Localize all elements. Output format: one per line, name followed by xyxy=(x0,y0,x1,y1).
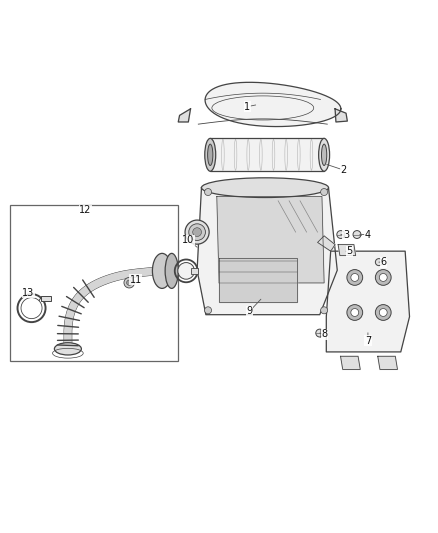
Ellipse shape xyxy=(318,139,330,171)
Polygon shape xyxy=(318,236,335,251)
Circle shape xyxy=(375,259,382,265)
Text: 7: 7 xyxy=(365,336,371,346)
Text: 3: 3 xyxy=(343,230,349,240)
Text: 6: 6 xyxy=(380,257,386,267)
Circle shape xyxy=(351,273,359,281)
Circle shape xyxy=(375,270,391,285)
Polygon shape xyxy=(205,82,341,126)
Ellipse shape xyxy=(185,220,209,244)
Ellipse shape xyxy=(178,263,194,279)
Bar xyxy=(41,296,51,301)
Polygon shape xyxy=(197,188,337,314)
Text: 11: 11 xyxy=(130,274,142,285)
Circle shape xyxy=(353,231,361,238)
Text: 8: 8 xyxy=(321,329,327,340)
Polygon shape xyxy=(378,356,398,369)
Circle shape xyxy=(347,304,363,320)
Ellipse shape xyxy=(193,228,201,237)
Bar xyxy=(191,268,198,273)
Circle shape xyxy=(124,278,134,288)
Text: 4: 4 xyxy=(365,230,371,240)
Bar xyxy=(210,139,324,171)
Polygon shape xyxy=(335,109,347,122)
Circle shape xyxy=(205,189,212,196)
Ellipse shape xyxy=(152,253,172,288)
Circle shape xyxy=(351,309,359,317)
Text: 9: 9 xyxy=(247,306,253,316)
Polygon shape xyxy=(326,251,410,352)
Circle shape xyxy=(205,307,212,314)
Circle shape xyxy=(337,231,345,238)
Polygon shape xyxy=(338,245,356,255)
Circle shape xyxy=(375,304,391,320)
Ellipse shape xyxy=(205,139,215,171)
Ellipse shape xyxy=(189,224,205,240)
Ellipse shape xyxy=(54,343,81,355)
Polygon shape xyxy=(219,257,297,302)
Polygon shape xyxy=(340,356,360,369)
Circle shape xyxy=(379,309,387,317)
Ellipse shape xyxy=(165,253,178,288)
Text: 12: 12 xyxy=(79,205,92,215)
Circle shape xyxy=(347,270,363,285)
Bar xyxy=(10,205,178,361)
Circle shape xyxy=(127,280,132,285)
Polygon shape xyxy=(217,197,324,283)
Circle shape xyxy=(379,273,387,281)
Circle shape xyxy=(316,329,324,337)
Ellipse shape xyxy=(321,144,327,165)
Circle shape xyxy=(321,189,328,196)
Text: 10: 10 xyxy=(182,235,194,245)
Ellipse shape xyxy=(208,144,213,165)
Text: 13: 13 xyxy=(22,288,35,298)
Polygon shape xyxy=(178,109,191,122)
Text: 2: 2 xyxy=(341,165,347,175)
Circle shape xyxy=(321,307,328,314)
Text: 1: 1 xyxy=(244,102,251,111)
Text: 5: 5 xyxy=(346,246,353,256)
Ellipse shape xyxy=(201,178,328,198)
